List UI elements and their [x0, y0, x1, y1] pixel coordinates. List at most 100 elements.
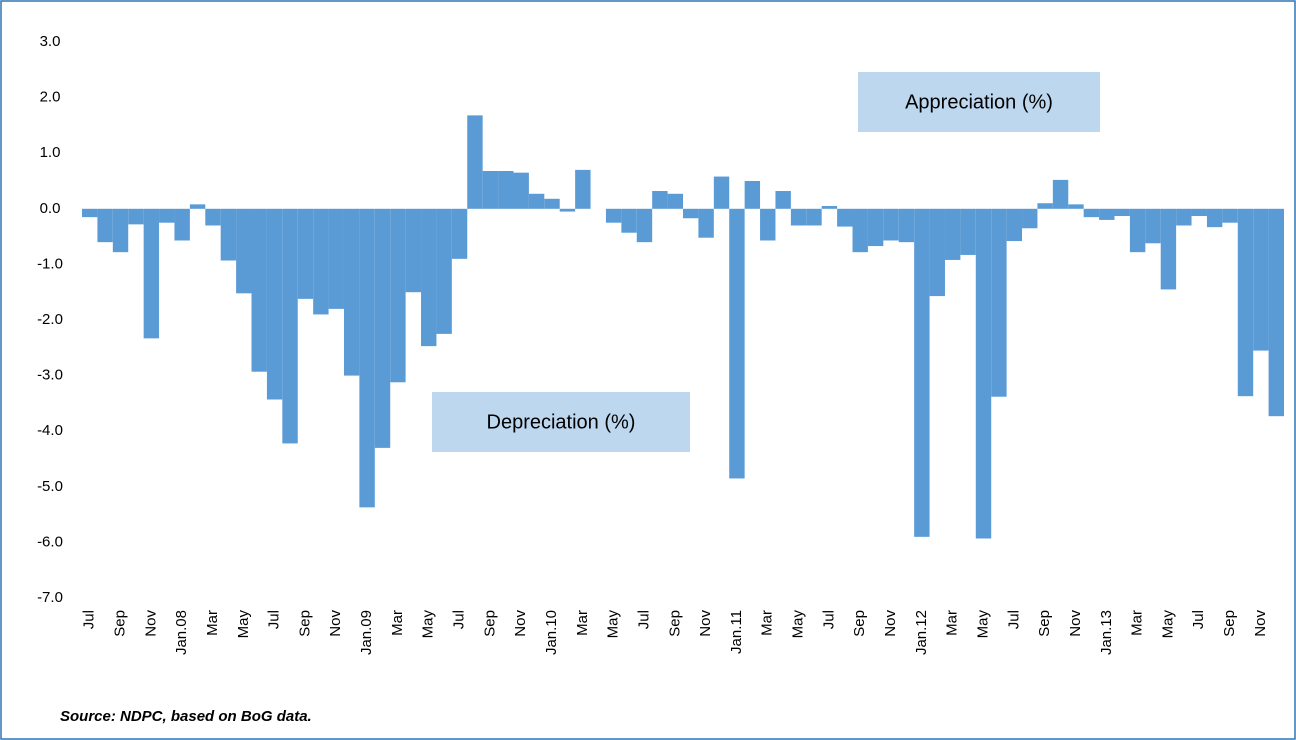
- bar: [652, 191, 668, 209]
- bar: [1222, 208, 1238, 223]
- bar: [1068, 204, 1084, 209]
- x-tick-label: Jul: [81, 610, 98, 629]
- x-tick-label: Jan.13: [1098, 610, 1115, 655]
- bar: [683, 208, 699, 219]
- x-tick-label: Sep: [1221, 610, 1238, 637]
- bar: [698, 208, 714, 238]
- bar: [498, 170, 514, 209]
- x-tick-label: Nov: [882, 610, 899, 637]
- bar: [205, 208, 221, 226]
- bar: [1052, 179, 1069, 209]
- x-tick-label: Sep: [666, 610, 683, 637]
- bar: [159, 208, 175, 223]
- x-tick-label: May: [790, 610, 807, 639]
- bar: [713, 176, 730, 209]
- x-tick-label: Jul: [266, 610, 283, 629]
- bar: [451, 208, 468, 259]
- y-tick-label: -2.0: [37, 311, 63, 328]
- bar: [883, 208, 899, 241]
- x-tick-label: Nov: [142, 610, 159, 637]
- x-tick-label: Sep: [296, 610, 313, 637]
- bar: [605, 208, 622, 223]
- bar: [1099, 208, 1115, 220]
- bar: [236, 208, 252, 294]
- bar: [667, 193, 683, 209]
- x-tick-label: Jul: [1190, 610, 1207, 629]
- annotation-box: [858, 72, 1100, 132]
- x-tick-label: Sep: [481, 610, 498, 637]
- x-tick-label: May: [605, 610, 622, 639]
- bar: [421, 208, 437, 347]
- bar: [1129, 208, 1146, 253]
- bar: [559, 208, 576, 212]
- bar: [729, 208, 745, 479]
- x-tick-label: Jan.12: [913, 610, 930, 655]
- source-note: Source: NDPC, based on BoG data.: [60, 708, 312, 725]
- annotation: Depreciation (%): [487, 411, 636, 433]
- bar: [405, 208, 422, 293]
- bar: [374, 208, 391, 448]
- bar: [775, 191, 791, 209]
- bar: [128, 208, 144, 225]
- bar: [960, 208, 976, 255]
- x-tick-label: Jul: [820, 610, 837, 629]
- x-tick-label: Mar: [204, 610, 221, 636]
- y-tick-label: -3.0: [37, 367, 63, 384]
- bar: [821, 206, 838, 209]
- x-tick-label: Jan.08: [173, 610, 190, 655]
- bar: [1253, 208, 1269, 351]
- bar: [220, 208, 237, 261]
- bar: [636, 208, 653, 243]
- bar: [112, 208, 129, 253]
- bar: [944, 208, 961, 260]
- bar: [621, 208, 637, 233]
- bar: [266, 208, 283, 400]
- bar: [898, 208, 915, 243]
- y-tick-label: -5.0: [37, 478, 63, 495]
- bar: [1176, 208, 1192, 226]
- bar: [143, 208, 160, 339]
- bar: [343, 208, 360, 376]
- bar: [1160, 208, 1177, 290]
- x-tick-label: May: [235, 610, 252, 639]
- x-tick-label: Nov: [327, 610, 344, 637]
- bar: [513, 172, 529, 209]
- bar: [482, 170, 499, 209]
- x-tick-label: Nov: [1067, 610, 1084, 637]
- x-tick-label: Mar: [389, 610, 406, 636]
- annotation-box: [432, 392, 690, 452]
- bar: [82, 208, 98, 218]
- x-tick-label: Sep: [1036, 610, 1053, 637]
- x-tick-label: Sep: [851, 610, 868, 637]
- bar: [282, 208, 298, 444]
- x-tick-label: May: [974, 610, 991, 639]
- bar: [837, 208, 853, 227]
- bar: [1206, 208, 1223, 228]
- x-tick-label: Nov: [1252, 610, 1269, 637]
- bar: [436, 208, 452, 334]
- bar: [1083, 208, 1100, 218]
- y-tick-label: 3.0: [40, 33, 61, 50]
- y-tick-label: 0.0: [40, 200, 61, 217]
- bar: [914, 208, 930, 537]
- bar: [359, 208, 375, 508]
- x-tick-label: Sep: [111, 610, 128, 637]
- bar: [544, 198, 560, 209]
- x-tick-label: Mar: [1129, 610, 1146, 636]
- x-tick-label: Jul: [451, 610, 468, 629]
- bar: [852, 208, 868, 253]
- y-tick-label: -7.0: [37, 589, 63, 606]
- bar: [1191, 208, 1207, 217]
- y-tick-label: -1.0: [37, 255, 63, 272]
- x-tick-label: Mar: [759, 610, 776, 636]
- x-tick-label: Jan.10: [543, 610, 560, 655]
- bar: [328, 208, 344, 309]
- x-tick-label: Jan.11: [728, 610, 745, 654]
- bar: [744, 181, 761, 209]
- bar: [174, 208, 190, 241]
- bar: [790, 208, 807, 226]
- annotation: Appreciation (%): [905, 91, 1053, 113]
- x-tick-label: Nov: [697, 610, 714, 637]
- bar: [760, 208, 776, 241]
- bar: [575, 169, 591, 209]
